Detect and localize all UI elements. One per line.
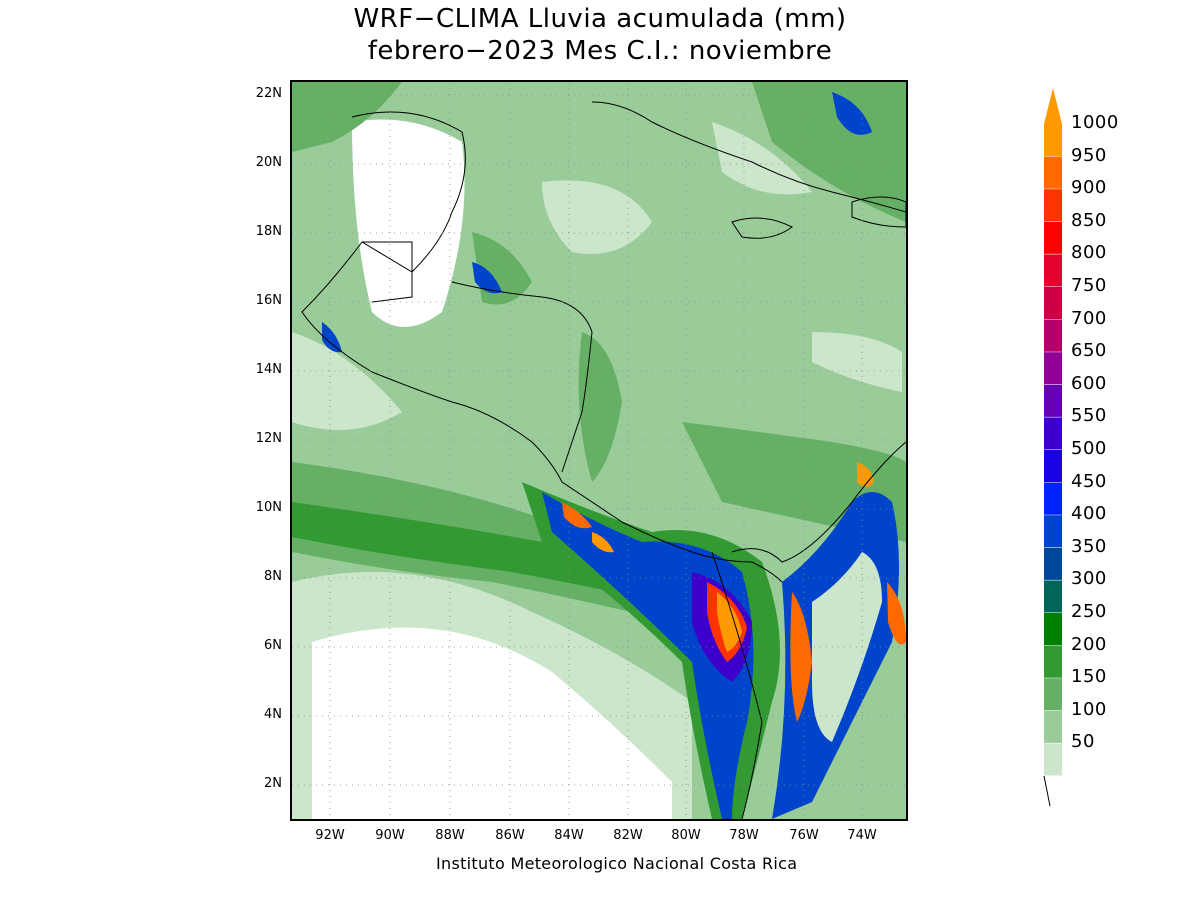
colorbar-swatch bbox=[1044, 743, 1062, 776]
lon-label-86w: 86W bbox=[495, 828, 525, 843]
colorbar-label: 350 bbox=[1071, 535, 1107, 557]
colorbar-label: 650 bbox=[1071, 340, 1107, 362]
lat-label-10n: 10N bbox=[255, 500, 282, 515]
colorbar-top-arrow bbox=[1044, 88, 1062, 124]
colorbar-swatch bbox=[1044, 482, 1062, 516]
colorbar-bottom-tail bbox=[1043, 775, 1051, 807]
lon-label-80w: 80W bbox=[671, 828, 701, 843]
colorbar-label: 1000 bbox=[1071, 112, 1119, 133]
map-title-line-2: febrero−2023 Mes C.I.: noviembre bbox=[367, 36, 833, 66]
lat-label-8n: 8N bbox=[264, 569, 282, 584]
colorbar-swatch bbox=[1044, 678, 1062, 711]
lon-label-74w: 74W bbox=[847, 828, 877, 843]
precipitation-map bbox=[290, 80, 908, 821]
colorbar-label: 950 bbox=[1071, 144, 1107, 166]
colorbar-label: 50 bbox=[1071, 731, 1095, 753]
colorbar-swatch bbox=[1044, 156, 1062, 190]
lat-label-6n: 6N bbox=[264, 638, 282, 653]
colorbar-label: 200 bbox=[1071, 633, 1107, 655]
colorbar-label: 600 bbox=[1071, 372, 1107, 394]
lon-label-78w: 78W bbox=[729, 828, 759, 843]
colorbar-swatch bbox=[1044, 189, 1062, 222]
lon-label-88w: 88W bbox=[435, 828, 465, 843]
colorbar-label: 400 bbox=[1071, 503, 1107, 525]
colorbar-label: 750 bbox=[1071, 275, 1107, 296]
lon-label-82w: 82W bbox=[613, 828, 643, 843]
colorbar-swatch bbox=[1044, 547, 1062, 581]
colorbar-swatch bbox=[1044, 450, 1062, 483]
lat-label-22n: 22N bbox=[255, 86, 282, 101]
colorbar-swatch bbox=[1044, 352, 1062, 385]
colorbar-swatch bbox=[1044, 613, 1062, 646]
colorbar-swatch bbox=[1044, 417, 1062, 450]
colorbar-swatch bbox=[1044, 515, 1062, 548]
colorbar-label: 700 bbox=[1071, 307, 1107, 329]
colorbar-swatch bbox=[1044, 221, 1062, 255]
precipitation-field bbox=[292, 82, 906, 819]
colorbar-swatch bbox=[1044, 287, 1062, 320]
lat-label-18n: 18N bbox=[255, 224, 282, 239]
colorbar-label: 300 bbox=[1071, 568, 1107, 590]
colorbar-label: 450 bbox=[1071, 470, 1107, 492]
colorbar-swatch bbox=[1044, 384, 1062, 418]
lat-label-4n: 4N bbox=[264, 707, 282, 722]
lat-label-14n: 14N bbox=[255, 362, 282, 377]
colorbar-label: 100 bbox=[1071, 698, 1107, 720]
color-scale-bar bbox=[1043, 88, 1070, 807]
colorbar-label: 850 bbox=[1071, 209, 1107, 231]
lon-label-90w: 90W bbox=[375, 828, 405, 843]
lon-label-92w: 92W bbox=[315, 828, 345, 843]
colorbar-label: 250 bbox=[1071, 601, 1107, 622]
colorbar-swatch bbox=[1044, 710, 1062, 744]
colorbar-swatch bbox=[1044, 580, 1062, 613]
colorbar-swatch bbox=[1044, 319, 1062, 353]
colorbar-swatch bbox=[1044, 645, 1062, 679]
colorbar-label: 500 bbox=[1071, 438, 1107, 459]
colorbar-label: 900 bbox=[1071, 177, 1107, 199]
lat-label-20n: 20N bbox=[255, 155, 282, 170]
colorbar-swatch bbox=[1044, 254, 1062, 287]
map-title-line-1: WRF−CLIMA Lluvia acumulada (mm) bbox=[353, 4, 847, 34]
lon-label-84w: 84W bbox=[554, 828, 584, 843]
credit-text: Instituto Meteorologico Nacional Costa R… bbox=[436, 854, 798, 873]
lon-label-76w: 76W bbox=[789, 828, 819, 843]
colorbar-label: 150 bbox=[1071, 666, 1107, 688]
colorbar-label: 550 bbox=[1071, 405, 1107, 427]
lat-label-2n: 2N bbox=[264, 776, 282, 791]
colorbar-label: 800 bbox=[1071, 242, 1107, 264]
lat-label-16n: 16N bbox=[255, 293, 282, 308]
lat-label-12n: 12N bbox=[255, 431, 282, 446]
colorbar-swatch bbox=[1044, 124, 1062, 157]
